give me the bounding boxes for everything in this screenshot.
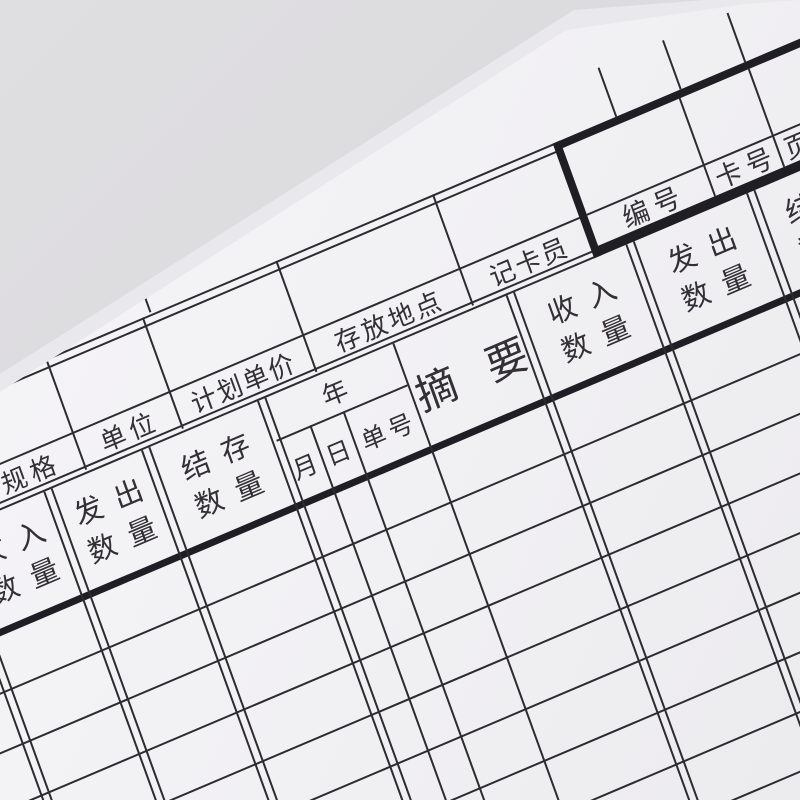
grid-line bbox=[662, 40, 682, 90]
grid-line bbox=[726, 12, 747, 63]
grid-line bbox=[597, 67, 618, 118]
